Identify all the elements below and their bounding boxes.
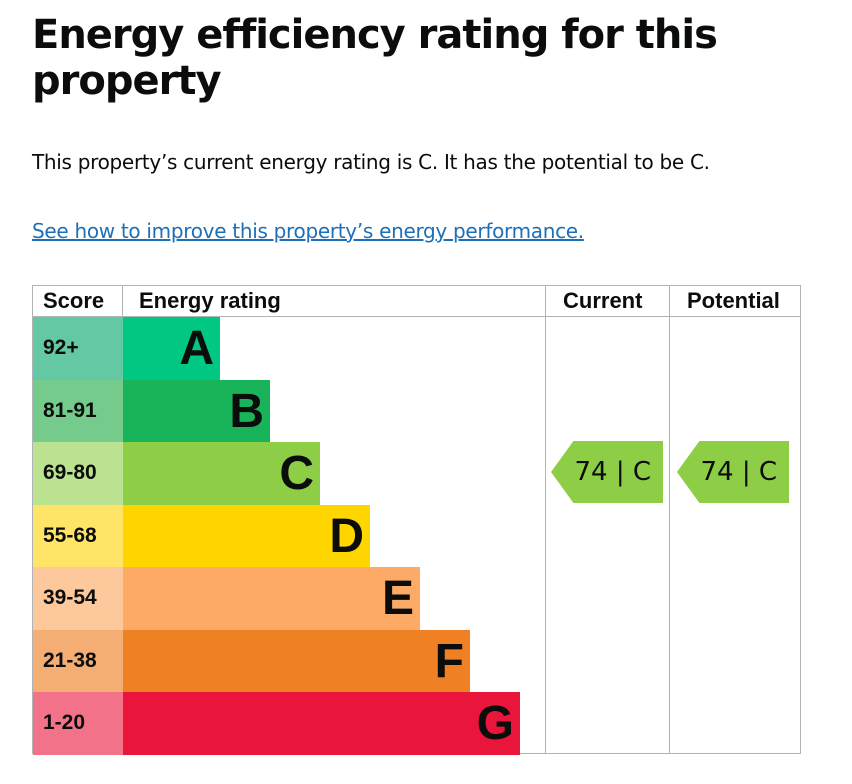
band-bar: D — [123, 504, 370, 567]
potential-rating-label: 74 | C — [700, 457, 777, 487]
band-bar: A — [123, 317, 220, 380]
energy-rating-table: Score Energy rating Current Potential 92… — [32, 285, 801, 755]
band-bar: B — [123, 379, 270, 442]
band-score: 39-54 — [33, 567, 123, 630]
band-bar: G — [123, 692, 520, 755]
header-score: Score — [43, 288, 105, 313]
header-potential: Potential — [687, 288, 780, 313]
current-rating-arrow: 74 | C — [551, 441, 663, 503]
band-bar: F — [123, 629, 470, 692]
rating-summary: This property’s current energy rating is… — [32, 150, 710, 174]
header-current: Current — [563, 288, 643, 313]
band-bar: E — [123, 567, 420, 630]
band-score: 92+ — [33, 317, 123, 380]
potential-rating-arrow: 74 | C — [677, 441, 789, 503]
band-score: 55-68 — [33, 504, 123, 567]
band-score: 1-20 — [33, 692, 123, 755]
current-rating-label: 74 | C — [574, 457, 651, 487]
header-energy-rating: Energy rating — [139, 288, 281, 313]
band-bar: C — [123, 442, 320, 505]
band-score: 21-38 — [33, 629, 123, 692]
improve-performance-link[interactable]: See how to improve this property’s energ… — [32, 219, 584, 243]
page-title: Energy efficiency rating for this proper… — [32, 12, 718, 104]
band-score: 69-80 — [33, 442, 123, 505]
band-score: 81-91 — [33, 379, 123, 442]
